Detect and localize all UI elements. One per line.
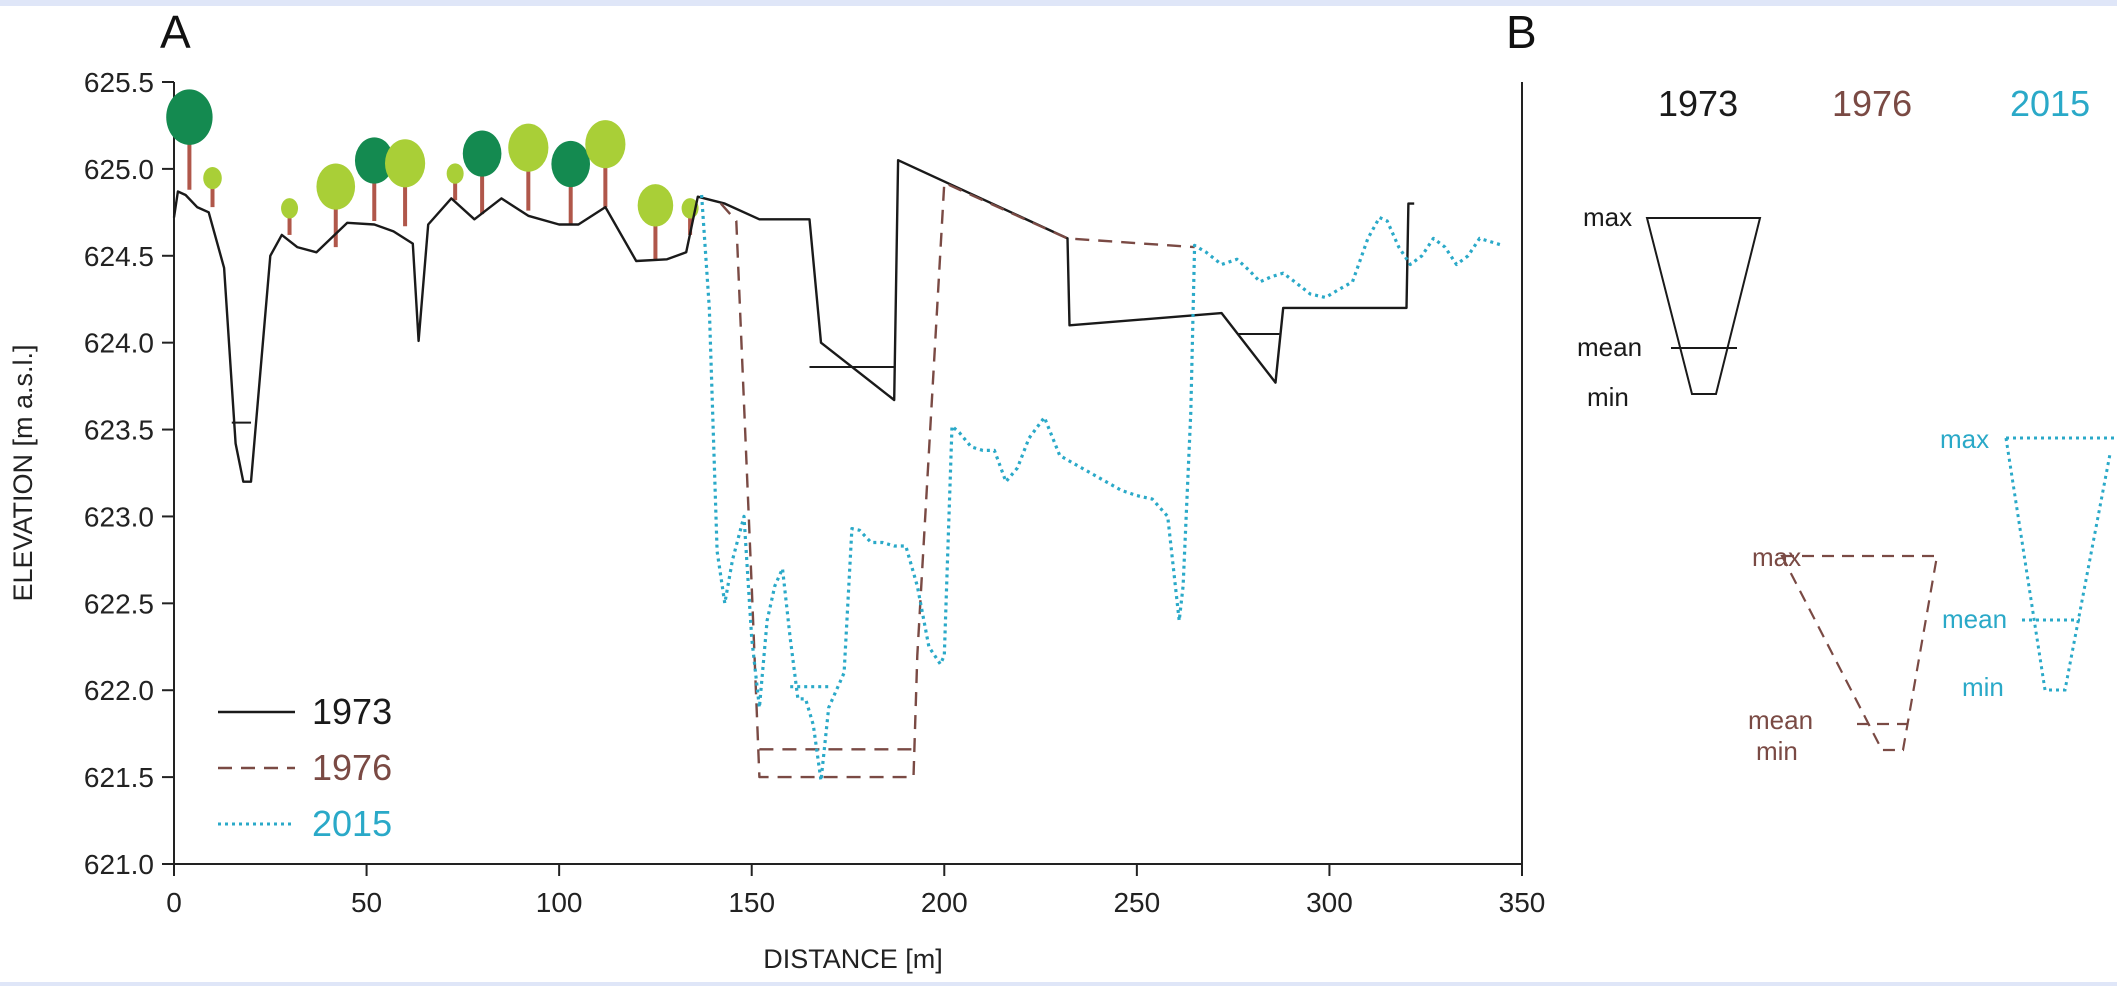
- y-tick-label: 625.0: [84, 154, 154, 185]
- tree-crown: [637, 184, 674, 227]
- min-label-1976: min: [1756, 736, 1798, 766]
- tree-crown: [585, 120, 626, 169]
- tree-crown: [316, 163, 356, 210]
- x-tick-label: 250: [1113, 887, 1160, 918]
- tree-crown: [354, 137, 394, 184]
- min-label-2015: min: [1962, 672, 2004, 702]
- tree-crown: [551, 140, 591, 188]
- max-label-1976: max: [1752, 542, 1801, 572]
- cross-section-1973: [1645, 217, 1762, 395]
- tree-illustrations: [166, 89, 699, 261]
- cross-section-1976: [1780, 554, 1939, 752]
- y-tick-label: 621.0: [84, 849, 154, 880]
- figure-canvas: A B 621.0 621.5 622.0 622.5 623.0 623.5 624.0 6…: [0, 6, 2117, 982]
- legend-label-1973: 1973: [312, 691, 392, 732]
- tree-crown: [384, 139, 426, 188]
- series-layer: [172, 159, 1504, 783]
- tree-crown: [446, 163, 464, 184]
- y-tick-label: 625.5: [84, 67, 154, 98]
- y-tick-label: 623.0: [84, 501, 154, 532]
- panel-a-label: A: [160, 6, 191, 58]
- y-tick-label: 624.0: [84, 328, 154, 359]
- panel-b-year-2015: 2015: [2010, 83, 2090, 124]
- x-tick-label: 0: [166, 887, 182, 918]
- panel-b-year-1973: 1973: [1658, 83, 1738, 124]
- series-line-1973: [172, 159, 1415, 483]
- x-tick-label: 200: [921, 887, 968, 918]
- mean-label-1973: mean: [1577, 332, 1642, 362]
- x-tick-label: 150: [728, 887, 775, 918]
- x-tick-label: 350: [1499, 887, 1546, 918]
- max-label-2015: max: [1940, 424, 1989, 454]
- y-tick-label: 621.5: [84, 762, 154, 793]
- y-tick-label: 622.5: [84, 588, 154, 619]
- mean-label-1976: mean: [1748, 705, 1813, 735]
- y-tick-label: 622.0: [84, 675, 154, 706]
- y-tick-label: 624.5: [84, 241, 154, 272]
- profile-chart: A B 621.0621.5622.0622.5623.0623.5624.06…: [8, 6, 2117, 974]
- legend-label-1976: 1976: [312, 747, 392, 788]
- panel-b-label: B: [1506, 6, 1537, 58]
- x-tick-label: 50: [351, 887, 382, 918]
- tree-crown: [462, 130, 502, 177]
- y-axis-title: ELEVATION [m a.s.l.]: [8, 344, 38, 601]
- x-tick-label: 300: [1306, 887, 1353, 918]
- mean-label-2015: mean: [1942, 604, 2007, 634]
- y-ticks: 621.0 621.5 622.0 622.5 623.0 623.5 624.0 624.5…: [84, 67, 174, 880]
- min-label-1973: min: [1587, 382, 1629, 412]
- tree-crown: [508, 123, 549, 172]
- tree-crown: [281, 198, 299, 219]
- x-axis-title: DISTANCE [m]: [763, 944, 943, 974]
- legend-label-2015: 2015: [312, 803, 392, 844]
- x-tick-label: 100: [536, 887, 583, 918]
- max-label-1973: max: [1583, 202, 1632, 232]
- tree-crown: [166, 89, 213, 145]
- x-ticks: 0 50 100 150 200 250 300 350: [166, 864, 1545, 918]
- series-line-1976: [720, 181, 1195, 779]
- panel-b-cross-sections: 1973 1976 2015 max mean min max mean min…: [1577, 83, 2117, 766]
- tree-crown: [203, 166, 222, 190]
- panel-b-year-1976: 1976: [1832, 83, 1912, 124]
- y-tick-label: 623.5: [84, 415, 154, 446]
- series-line-2015: [700, 194, 1504, 783]
- cross-section-2015: [2004, 436, 2117, 692]
- legend: 1973 1976 2015: [218, 691, 392, 844]
